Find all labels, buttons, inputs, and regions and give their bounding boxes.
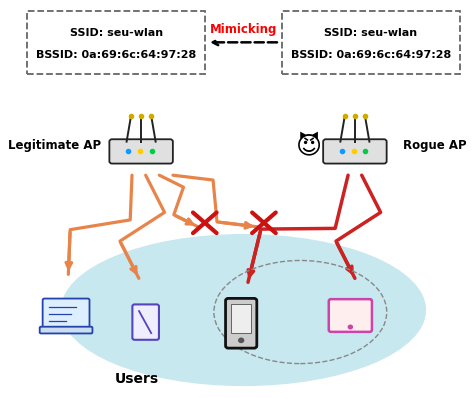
Circle shape — [348, 325, 352, 329]
FancyBboxPatch shape — [40, 327, 92, 334]
Text: Users: Users — [115, 373, 159, 386]
FancyBboxPatch shape — [109, 139, 173, 164]
FancyBboxPatch shape — [132, 304, 159, 340]
FancyBboxPatch shape — [43, 298, 90, 330]
Text: Legitimate AP: Legitimate AP — [8, 139, 101, 152]
Text: Mimicking: Mimicking — [210, 23, 277, 35]
Text: BSSID: 0a:69:6c:64:97:28: BSSID: 0a:69:6c:64:97:28 — [291, 51, 451, 60]
Text: Rogue AP: Rogue AP — [403, 139, 466, 152]
Text: SSID: seu-wlan: SSID: seu-wlan — [70, 28, 163, 39]
FancyBboxPatch shape — [226, 298, 257, 348]
Text: SSID: seu-wlan: SSID: seu-wlan — [324, 28, 418, 39]
Text: BSSID: 0a:69:6c:64:97:28: BSSID: 0a:69:6c:64:97:28 — [36, 51, 196, 60]
FancyBboxPatch shape — [329, 299, 372, 332]
FancyBboxPatch shape — [27, 11, 205, 74]
FancyBboxPatch shape — [231, 304, 251, 333]
Ellipse shape — [62, 235, 425, 385]
Text: 😈: 😈 — [296, 135, 322, 160]
Circle shape — [239, 338, 244, 343]
FancyBboxPatch shape — [323, 139, 387, 164]
FancyBboxPatch shape — [282, 11, 459, 74]
